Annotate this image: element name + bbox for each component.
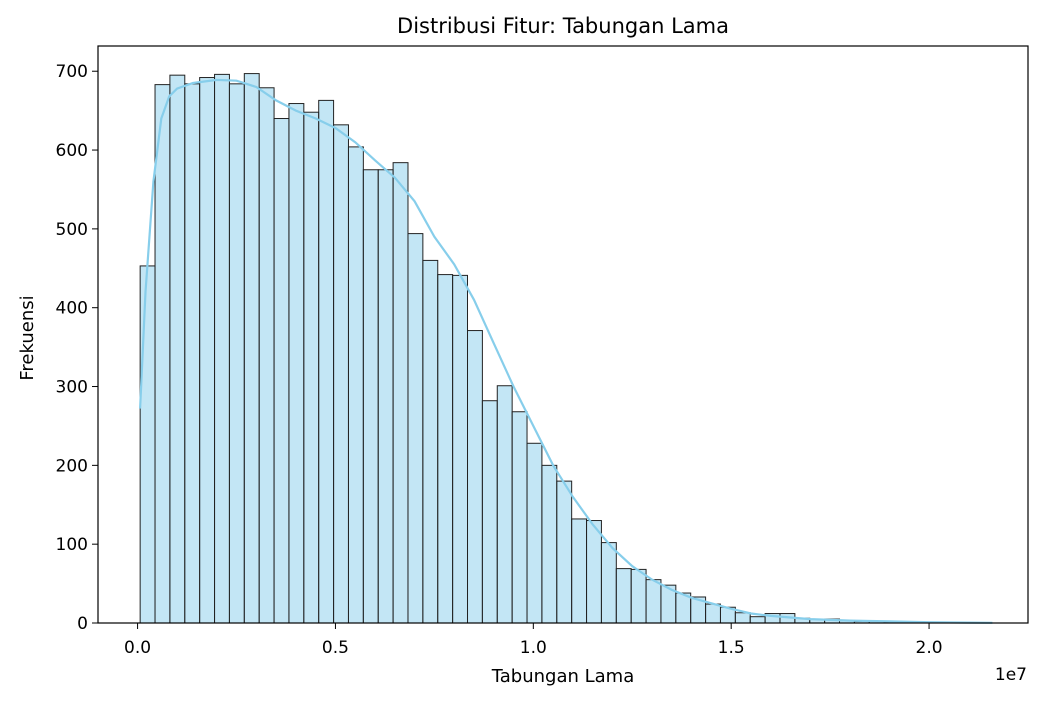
histogram-bar (392, 162, 409, 624)
histogram-bar (273, 118, 290, 624)
histogram-bar (630, 568, 647, 624)
histogram-bar (437, 274, 454, 624)
y-tick-label: 400 (56, 299, 88, 319)
y-tick-label: 0 (77, 614, 88, 634)
histogram-bar (556, 480, 573, 624)
y-tick-label: 600 (56, 141, 88, 161)
histogram-bar (496, 385, 513, 624)
histogram-bar (734, 612, 751, 624)
histogram-bar (243, 73, 260, 624)
histogram-bar (169, 74, 186, 624)
histogram-bar (303, 111, 320, 624)
x-tick-label: 0.0 (124, 638, 151, 658)
histogram-bar (154, 84, 171, 624)
histogram-bar (645, 579, 662, 624)
histogram-bar (184, 83, 201, 624)
x-axis-label: Tabungan Lama (491, 666, 635, 687)
histogram-bar (362, 169, 379, 624)
histogram-bar (407, 233, 424, 624)
x-axis-offset-label: 1e7 (995, 665, 1027, 685)
y-tick-label: 300 (56, 378, 88, 398)
kde-curve (139, 78, 993, 624)
x-tick-label: 0.5 (322, 638, 349, 658)
histogram-bar (511, 411, 528, 624)
x-axis: 0.0 0.5 1.0 1.5 2.0 (124, 623, 943, 658)
histogram-bar (422, 259, 439, 624)
x-tick-label: 1.5 (718, 638, 745, 658)
histogram-bar (452, 274, 469, 624)
plot-frame (97, 45, 1029, 624)
y-axis-label: Frekuensi (17, 295, 38, 380)
histogram-bar (541, 464, 558, 624)
y-tick-label: 100 (56, 535, 88, 555)
histogram-bar (333, 124, 349, 624)
histogram-bar (199, 77, 216, 624)
x-tick-label: 2.0 (916, 638, 943, 658)
chart-title: Distribusi Fitur: Tabungan Lama (397, 14, 729, 38)
histogram-bar (228, 83, 245, 624)
histogram-bar (586, 520, 602, 624)
histogram-bar (139, 265, 156, 624)
histogram-bars (139, 73, 945, 624)
histogram-bar (705, 603, 721, 624)
histogram-bar (377, 169, 394, 624)
histogram-bar (615, 568, 632, 624)
histogram-bar (347, 146, 364, 624)
y-tick-label: 200 (56, 456, 88, 476)
histogram-bar (318, 99, 335, 624)
histogram-bar (571, 518, 588, 624)
histogram-bar (214, 73, 230, 624)
histogram-bar (600, 542, 617, 624)
histogram-bar (749, 616, 766, 624)
y-tick-label: 700 (56, 62, 88, 82)
histogram-bar (288, 103, 305, 624)
y-axis: 0 100 200 300 400 500 600 700 (56, 62, 98, 634)
histogram-bar (258, 87, 275, 624)
x-tick-label: 1.0 (520, 638, 547, 658)
y-tick-label: 500 (56, 220, 88, 240)
histogram-bar (467, 330, 483, 624)
histogram-bar (526, 442, 543, 624)
histogram-bar (481, 400, 498, 624)
